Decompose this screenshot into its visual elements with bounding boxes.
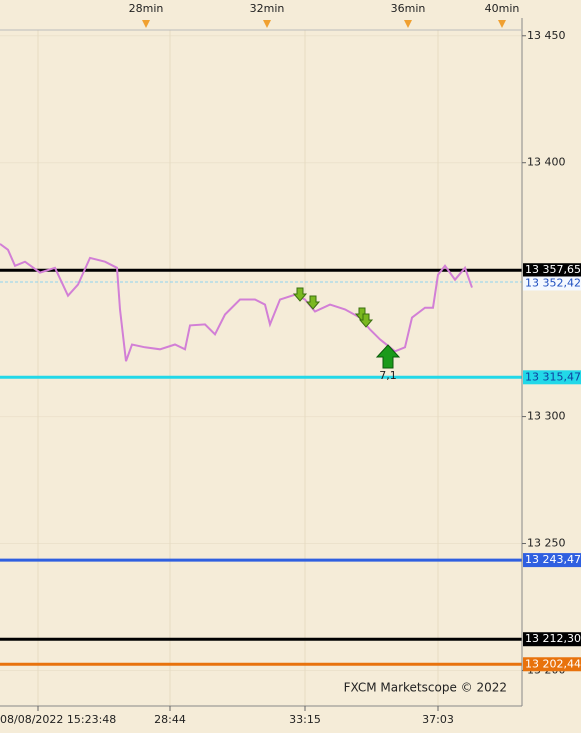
x-tick-label: 28:44 bbox=[154, 713, 186, 726]
price-line bbox=[0, 243, 473, 362]
top-tick-label: 32min bbox=[250, 2, 285, 15]
top-tick-label: 40min bbox=[485, 2, 520, 15]
buy-arrow bbox=[375, 344, 401, 369]
x-tick-label: 37:03 bbox=[422, 713, 454, 726]
level-label: 13 352,42 bbox=[525, 277, 581, 290]
sell-arrow bbox=[305, 295, 321, 310]
y-tick-label: 13 450 bbox=[527, 29, 566, 42]
plot bbox=[0, 243, 522, 666]
top-tick bbox=[404, 20, 412, 28]
level-label-box bbox=[523, 276, 581, 291]
level-label: 13 315,47 bbox=[525, 370, 581, 383]
signals bbox=[292, 287, 401, 369]
y-tick-label: 13 250 bbox=[527, 537, 566, 550]
level-label-box bbox=[523, 632, 581, 647]
top-tick bbox=[498, 20, 506, 28]
sell-arrow bbox=[358, 313, 374, 328]
y-tick-label: 13 300 bbox=[527, 410, 566, 423]
level-label: 13 202,44 bbox=[525, 657, 581, 670]
level-label: 13 243,47 bbox=[525, 553, 581, 566]
level-label-box bbox=[523, 263, 581, 278]
annotation: 7,1 bbox=[379, 369, 397, 382]
x-tick-label: 08/08/2022 15:23:48 bbox=[0, 713, 116, 726]
y-tick-label: 13 400 bbox=[527, 156, 566, 169]
grid bbox=[0, 30, 522, 706]
top-tick-label: 28min bbox=[129, 2, 164, 15]
top-tick bbox=[142, 20, 150, 28]
level-label-box bbox=[523, 370, 581, 385]
level-label: 13 212,30 bbox=[525, 632, 581, 645]
x-tick-label: 33:15 bbox=[289, 713, 321, 726]
level-label: 13 357,65 bbox=[525, 263, 581, 276]
top-tick bbox=[263, 20, 271, 28]
top-tick-label: 36min bbox=[391, 2, 426, 15]
level-label-box bbox=[523, 657, 581, 672]
sell-arrow bbox=[292, 287, 308, 302]
level-label-box bbox=[523, 553, 581, 568]
watermark: FXCM Marketscope © 2022 bbox=[344, 681, 507, 695]
